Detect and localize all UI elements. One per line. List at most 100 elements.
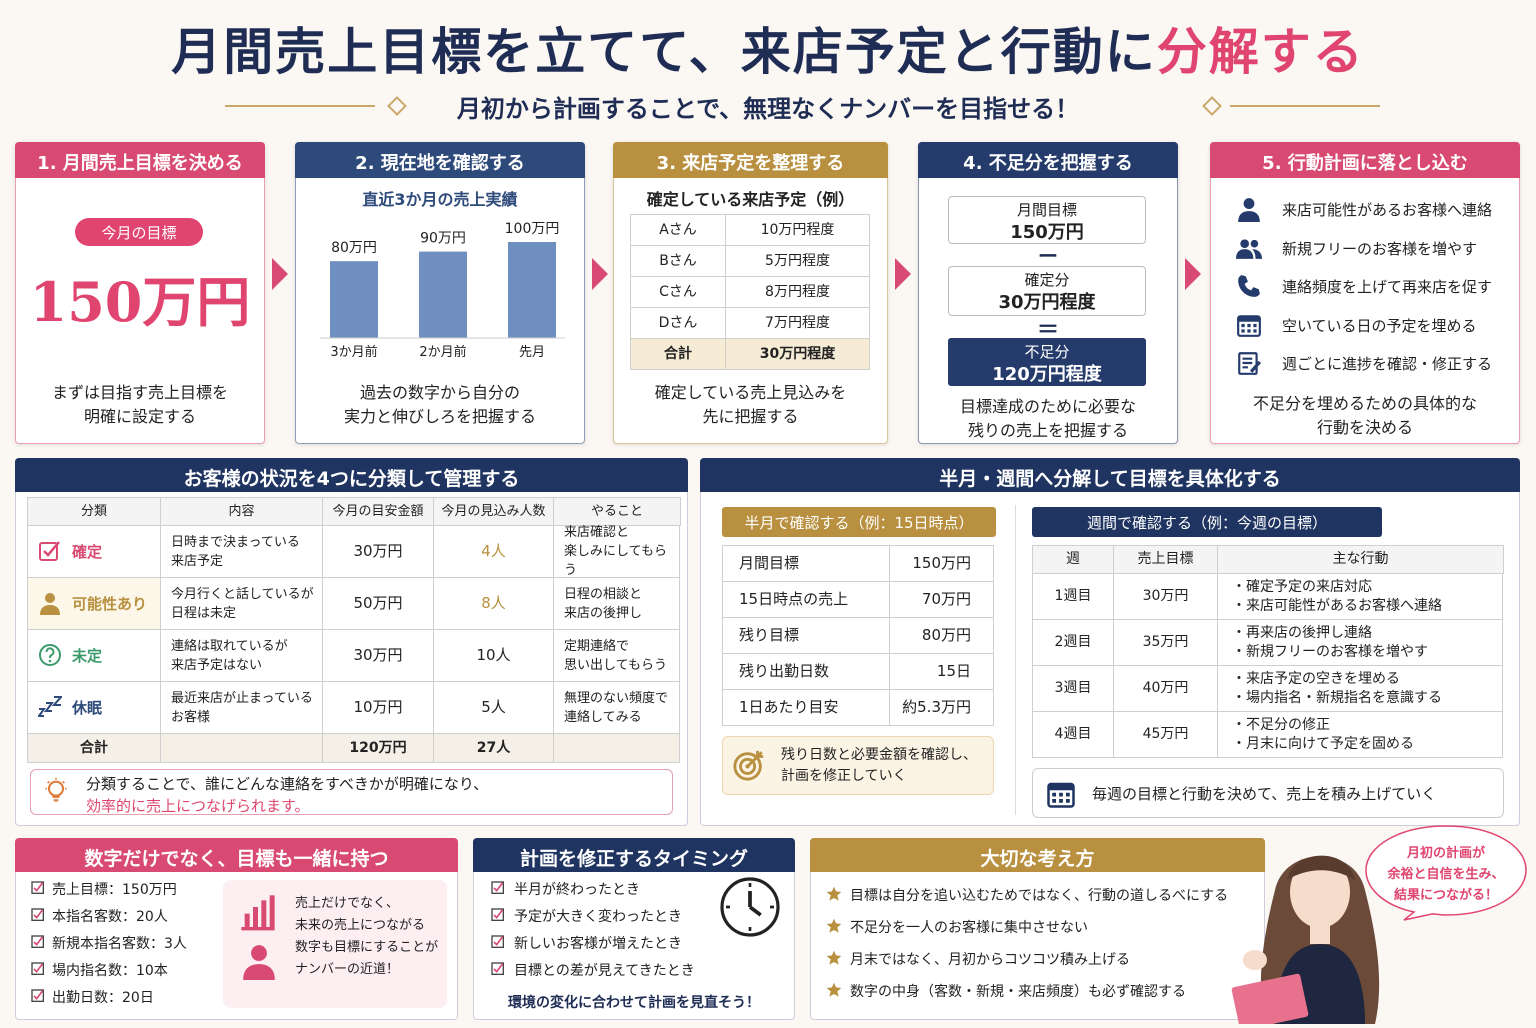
total-cell: 30万円程度 xyxy=(725,338,870,370)
bubble-text: 月初の計画が 余裕と自信を生み、 結果につながる！ xyxy=(1387,846,1505,903)
decoration xyxy=(33,909,44,919)
gap-label: 月間目標 xyxy=(1016,201,1077,219)
gap-label: 不足分 xyxy=(1024,343,1070,361)
decoration xyxy=(493,936,504,946)
table-cell: 7万円程度 xyxy=(725,307,870,339)
decoration xyxy=(1247,328,1251,333)
category-label: 未定 xyxy=(72,647,103,665)
decoration xyxy=(826,982,842,997)
star-icon xyxy=(826,982,842,998)
note-text: 分類することで、誰にどんな連絡をすべきかが明確になり、 xyxy=(86,775,489,793)
decoration xyxy=(31,935,44,948)
action-item: 空いている日の予定を埋める xyxy=(1282,316,1477,335)
page-title: 月間売上目標を立てて、来店予定と行動に分解する xyxy=(0,12,1536,84)
decoration xyxy=(241,895,275,931)
decoration xyxy=(45,778,67,802)
week-cell: 45万円 xyxy=(1113,711,1218,758)
half-cell: 80万円 xyxy=(889,617,994,654)
desc-cell: 今月行くと話しているが 日程は未定 xyxy=(160,577,323,630)
decoration xyxy=(493,909,504,919)
header-cell: やること xyxy=(553,497,681,526)
step-caption: 目標達成のために必要な 残りの売上を把握する xyxy=(959,397,1136,440)
action-icon xyxy=(1236,235,1262,261)
half-cell: 約5.3万円 xyxy=(889,689,994,726)
decoration xyxy=(1241,323,1245,327)
week-cell: 35万円 xyxy=(1113,619,1218,666)
decoration xyxy=(253,907,258,927)
timing-title: 計画を修正するタイミング xyxy=(519,848,748,870)
half-cell: 15日時点の売上 xyxy=(722,581,890,618)
header-cell: 分類 xyxy=(27,497,161,526)
decoration xyxy=(491,881,504,894)
decoration xyxy=(1238,275,1260,297)
week-cell: 4週目 xyxy=(1032,711,1114,758)
title-main: 月間売上目標を立てて、来店予定と行動に xyxy=(171,22,1157,81)
chart-title: 直近3か月の売上実績 xyxy=(362,190,518,209)
table-cell: 8万円程度 xyxy=(725,276,870,308)
amount-cell: 50万円 xyxy=(322,577,434,630)
decoration xyxy=(31,908,44,921)
decoration xyxy=(1252,248,1262,259)
note-box xyxy=(30,769,673,815)
decoration xyxy=(493,963,504,973)
decoration xyxy=(31,935,44,948)
week-cell: ・不足分の修正 ・月末に向けて予定を固める xyxy=(1217,711,1503,758)
decoration xyxy=(40,605,60,615)
decoration xyxy=(1365,825,1527,921)
rule-left xyxy=(225,105,375,107)
table-cell: Bさん xyxy=(630,245,726,277)
mindset-item: 目標は自分を追い込むためではなく、行動の道しるべにする xyxy=(850,888,1229,904)
timing-note: 環境の変化に合わせて計画を見直そう！ xyxy=(508,995,760,1011)
todo-cell: 定期連絡で 思い出してもらう xyxy=(553,629,680,682)
decoration xyxy=(1052,799,1056,803)
decoration xyxy=(33,990,44,1000)
x-tick-label: 先月 xyxy=(519,345,545,360)
action-icon xyxy=(1236,350,1262,376)
todo-cell: 無理のない頻度で 連絡してみる xyxy=(553,681,680,734)
week-cell: ・来店予定の空きを埋める ・場内指名・新規指名を意識する xyxy=(1217,665,1503,712)
customers-title: お客様の状況を4つに分類して管理する xyxy=(183,468,520,490)
bar xyxy=(419,251,467,338)
decoration xyxy=(720,877,780,937)
decoration xyxy=(261,900,267,927)
week-cell: 3週目 xyxy=(1032,665,1114,712)
action-icon xyxy=(1236,196,1262,222)
desc-cell: 最近来店が止まっている お客様 xyxy=(160,681,323,734)
action-item: 週ごとに進捗を確認・修正する xyxy=(1282,355,1493,373)
target-value: 150万円 xyxy=(29,270,251,334)
speech-bubble xyxy=(1360,822,1532,922)
decoration xyxy=(1238,211,1260,222)
action-item: 来店可能性があるお客様へ連絡 xyxy=(1282,201,1493,219)
decoration xyxy=(748,891,762,917)
gap-box xyxy=(948,266,1146,316)
amount-cell: 30万円 xyxy=(322,525,434,578)
half-badge xyxy=(722,507,996,537)
decoration xyxy=(826,918,842,933)
decoration xyxy=(826,918,842,933)
decoration xyxy=(1241,328,1245,333)
gap-box xyxy=(948,196,1146,244)
decoration xyxy=(1243,950,1267,970)
decoration xyxy=(1253,323,1257,327)
category-icon xyxy=(37,695,64,719)
gap-value: 150万円 xyxy=(1010,222,1084,243)
step-header xyxy=(15,142,265,178)
gap-value: 30万円程度 xyxy=(998,292,1096,313)
decoration xyxy=(45,593,55,603)
category-cell xyxy=(27,577,161,630)
category-icon xyxy=(38,591,62,615)
half-note xyxy=(722,736,994,795)
decoration xyxy=(826,886,842,901)
decoration xyxy=(1236,248,1254,259)
decoration xyxy=(1287,855,1355,880)
decoration xyxy=(491,908,504,921)
mindset-header xyxy=(810,838,1265,872)
bulb-icon xyxy=(42,777,70,805)
decoration xyxy=(733,752,762,781)
goals-title: 数字だけでなく、目標も一緒に持つ xyxy=(84,848,389,870)
decoration xyxy=(1066,792,1070,797)
target-icon xyxy=(732,748,766,782)
decoration xyxy=(1231,855,1380,1028)
count-cell: 5人 xyxy=(433,681,554,734)
